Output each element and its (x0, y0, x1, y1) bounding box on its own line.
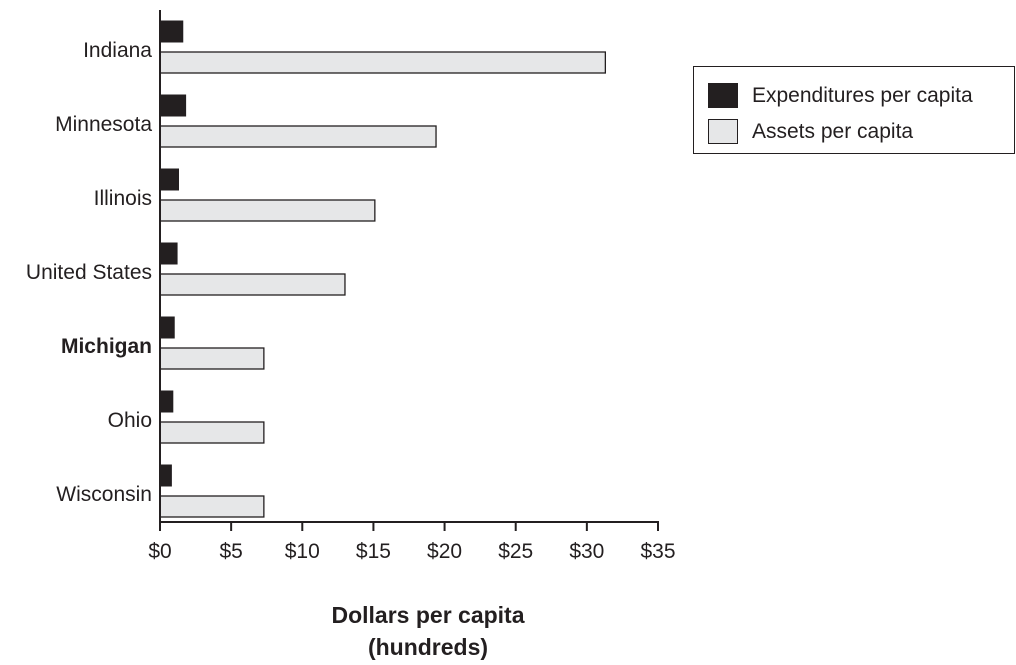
x-axis-label-line-1: Dollars per capita (331, 602, 525, 628)
x-tick-label-4: $20 (427, 540, 462, 563)
legend-label-expenditures: Expenditures per capita (752, 83, 973, 107)
category-label-michigan: Michigan (61, 335, 152, 358)
category-label-united-states: United States (26, 261, 152, 284)
bar-expenditures-indiana (159, 20, 184, 43)
x-tick-label-3: $15 (356, 540, 391, 563)
x-axis-label-line-2: (hundreds) (367, 634, 489, 660)
x-tick-label-5: $25 (498, 540, 533, 563)
x-tick-label-2: $10 (285, 540, 320, 563)
bar-expenditures-illinois (159, 168, 179, 191)
bar-expenditures-united-states (159, 242, 178, 265)
legend-item-expenditures: Expenditures per capita (708, 83, 973, 108)
bar-expenditures-minnesota (159, 94, 187, 117)
category-label-indiana: Indiana (83, 39, 152, 62)
category-label-minnesota: Minnesota (55, 113, 152, 136)
legend-label-assets: Assets per capita (752, 119, 914, 143)
x-tick-label-7: $35 (640, 540, 675, 563)
bar-assets-minnesota (159, 125, 437, 148)
bar-assets-illinois (159, 199, 376, 222)
bar-expenditures-wisconsin (159, 464, 172, 487)
bar-expenditures-ohio (159, 390, 174, 413)
legend: Expenditures per capita Assets per capit… (693, 66, 1015, 154)
x-tick-label-6: $30 (569, 540, 604, 563)
bar-assets-wisconsin (159, 495, 265, 518)
x-tick-label-0: $0 (148, 540, 171, 563)
category-label-illinois: Illinois (94, 187, 152, 210)
category-label-wisconsin: Wisconsin (56, 483, 152, 506)
bar-expenditures-michigan (159, 316, 175, 339)
legend-item-assets: Assets per capita (708, 119, 913, 144)
x-tick-label-1: $5 (219, 540, 242, 563)
bar-assets-united-states (159, 273, 346, 296)
category-label-ohio: Ohio (108, 409, 152, 432)
bar-assets-indiana (159, 51, 607, 74)
legend-swatch-expenditures (708, 83, 738, 108)
bar-assets-michigan (159, 347, 265, 370)
bar-assets-ohio (159, 421, 265, 444)
legend-swatch-assets (708, 119, 738, 144)
